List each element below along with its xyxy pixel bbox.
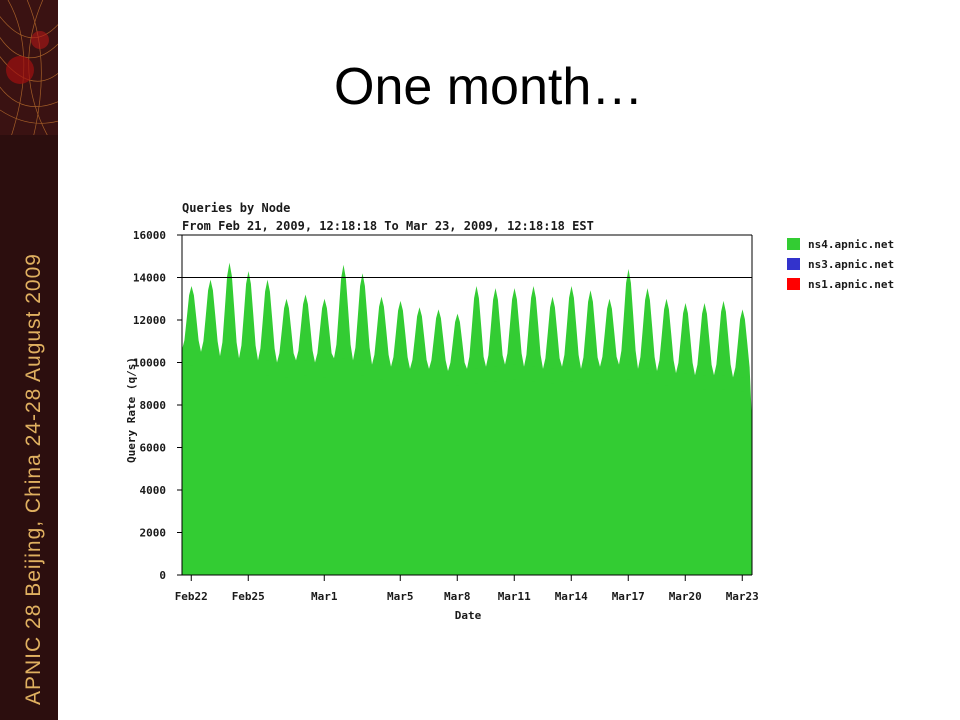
sidebar-conference-text: APNIC 28 Beijing, China 24-28 August 200…	[22, 253, 45, 705]
x-tick-label: Mar17	[612, 590, 645, 603]
legend-label: ns3.apnic.net	[808, 258, 894, 271]
x-tick-label: Feb25	[232, 590, 265, 603]
legend-swatch-ns4	[787, 238, 800, 250]
conference-sidebar-banner: APNIC 28 Beijing, China 24-28 August 200…	[0, 0, 58, 720]
y-axis: 0 2000 4000 6000 8000 10000 12000 14000 16000	[133, 229, 182, 582]
legend-label: ns1.apnic.net	[808, 278, 894, 291]
legend-label: ns4.apnic.net	[808, 238, 894, 251]
chart-title: Queries by Node	[182, 201, 290, 215]
y-tick-label: 14000	[133, 272, 166, 285]
x-tick-label: Feb22	[175, 590, 208, 603]
y-tick-label: 6000	[140, 442, 167, 455]
slide-title: One month…	[334, 58, 644, 116]
x-tick-label: Mar1	[311, 590, 338, 603]
sidebar-artwork: APNIC 28 Beijing, China 24-28 August 200…	[0, 0, 58, 720]
series-area-ns4	[182, 262, 752, 575]
x-axis-label: Date	[455, 609, 482, 622]
y-axis-label: Query Rate (q/s)	[125, 357, 138, 463]
x-tick-label: Mar23	[726, 590, 759, 603]
x-tick-label: Mar14	[555, 590, 588, 603]
sidebar-red-glow	[6, 31, 49, 84]
y-tick-label: 8000	[140, 399, 167, 412]
chart-subtitle: From Feb 21, 2009, 12:18:18 To Mar 23, 2…	[182, 219, 594, 233]
queries-by-node-chart: Queries by Node From Feb 21, 2009, 12:18…	[125, 201, 894, 622]
y-tick-label: 0	[159, 569, 166, 582]
legend-swatch-ns1	[787, 278, 800, 290]
x-axis: Feb22 Feb25 Mar1 Mar5 Mar8 Mar11 Mar14 Mar17 Mar…	[175, 575, 759, 603]
y-tick-label: 16000	[133, 229, 166, 242]
gridlines	[181, 234, 753, 576]
x-tick-label: Mar8	[444, 590, 471, 603]
y-tick-label: 2000	[140, 527, 167, 540]
x-tick-label: Mar20	[669, 590, 702, 603]
y-tick-label: 4000	[140, 484, 167, 497]
x-tick-label: Mar5	[387, 590, 414, 603]
y-tick-label: 10000	[133, 357, 166, 370]
y-tick-label: 12000	[133, 314, 166, 327]
x-tick-label: Mar11	[498, 590, 531, 603]
legend: ns4.apnic.net ns3.apnic.net ns1.apnic.net	[787, 238, 894, 291]
legend-swatch-ns3	[787, 258, 800, 270]
plot-area	[182, 262, 752, 575]
